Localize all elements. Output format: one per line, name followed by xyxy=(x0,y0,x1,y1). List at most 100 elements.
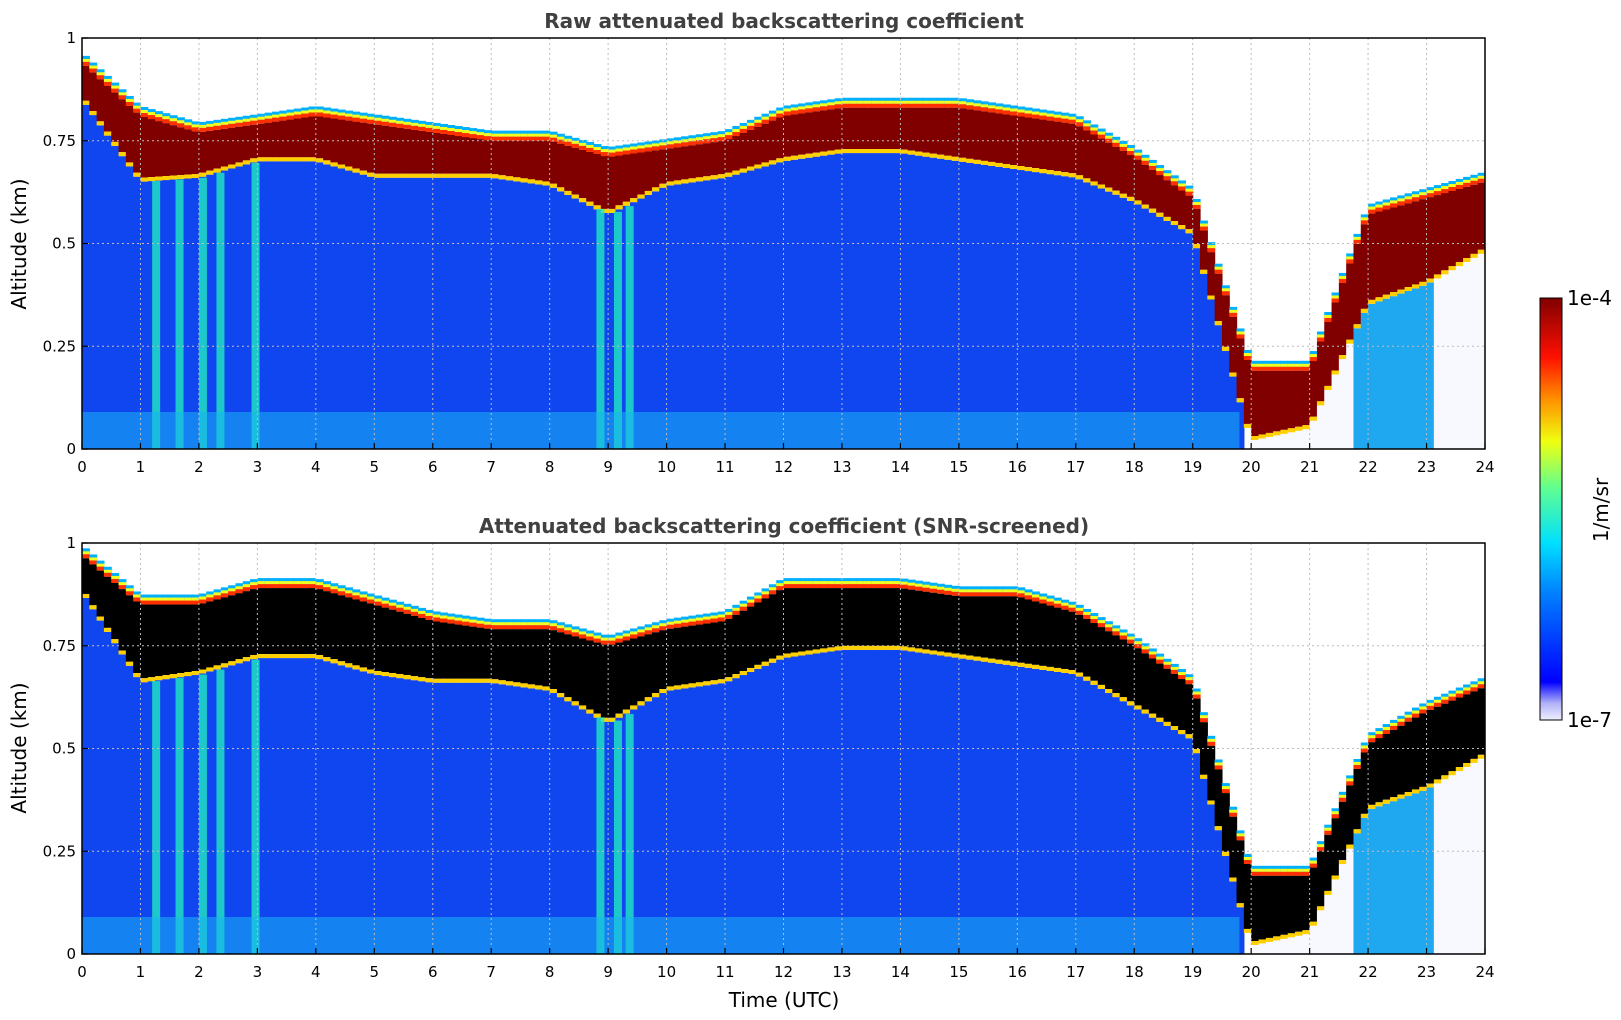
cloud-fringe xyxy=(746,166,755,171)
cloud-fringe xyxy=(432,125,441,129)
cloud-fringe xyxy=(440,618,448,623)
signal-column xyxy=(1411,793,1420,954)
cloud-fringe xyxy=(790,584,799,589)
cloud-fringe xyxy=(586,147,595,152)
signal-column xyxy=(1185,738,1194,954)
signal-column xyxy=(695,686,704,954)
cloud-fringe xyxy=(1433,702,1442,707)
cloud-fringe xyxy=(1236,836,1245,841)
cloud-fringe xyxy=(176,597,185,601)
cloud-core xyxy=(469,138,478,174)
cloud-core xyxy=(286,119,295,158)
cloud-fringe xyxy=(323,113,332,118)
signal-column xyxy=(600,721,609,954)
cloud-fringe xyxy=(893,149,902,154)
signal-column xyxy=(1251,945,1260,954)
cloud-fringe xyxy=(1170,221,1179,226)
cloud-fringe xyxy=(1207,800,1216,805)
cloud-core xyxy=(1273,875,1281,937)
signal-column xyxy=(374,675,383,954)
cloud-core xyxy=(878,588,887,646)
signal-column xyxy=(1090,185,1099,449)
cloud-fringe xyxy=(812,152,821,157)
signal-column xyxy=(96,620,105,954)
cloud-fringe xyxy=(1229,812,1238,817)
cloud-fringe xyxy=(644,630,653,635)
cloud-fringe xyxy=(257,119,266,124)
cloud-core xyxy=(125,595,134,662)
cloud-fringe xyxy=(812,649,821,654)
cloud-fringe xyxy=(1280,868,1289,872)
cloud-fringe xyxy=(1126,196,1135,201)
cloud-fringe xyxy=(1090,181,1099,186)
cloud-core xyxy=(198,131,207,173)
cloud-fringe xyxy=(103,81,112,86)
cloud-fringe xyxy=(1397,198,1406,202)
cloud-fringe xyxy=(1156,659,1165,664)
cloud-fringe xyxy=(176,120,185,124)
cloud-fringe xyxy=(1441,189,1450,194)
cloud-fringe xyxy=(878,103,887,108)
cloud-core xyxy=(1346,785,1355,845)
cloud-core xyxy=(1346,263,1355,340)
cloud-core xyxy=(1397,725,1406,795)
signal-column xyxy=(491,683,500,954)
cloud-fringe xyxy=(1178,183,1187,187)
cloud-fringe xyxy=(944,590,953,595)
signal-column xyxy=(82,597,90,954)
signal-column xyxy=(1075,676,1084,954)
cloud-fringe xyxy=(1368,299,1376,304)
cloud-core xyxy=(1148,169,1157,209)
cloud-fringe xyxy=(505,136,514,141)
cloud-fringe xyxy=(966,105,975,110)
x-tick-label: 18 xyxy=(1125,963,1144,981)
cloud-fringe xyxy=(1273,871,1281,876)
cloud-core xyxy=(147,119,156,178)
cloud-fringe xyxy=(315,112,324,117)
cloud-core xyxy=(717,621,726,680)
signal-column xyxy=(980,164,989,449)
cloud-fringe xyxy=(973,103,982,107)
signal-column xyxy=(498,684,507,954)
cloud-fringe xyxy=(330,114,339,119)
signal-column xyxy=(586,205,595,449)
signal-column xyxy=(483,682,492,954)
cloud-fringe xyxy=(250,120,258,125)
signal-column xyxy=(133,176,142,449)
cloud-fringe xyxy=(556,628,565,633)
cloud-fringe xyxy=(1426,702,1435,706)
cloud-fringe xyxy=(783,581,792,585)
cloud-core xyxy=(1017,597,1026,663)
cloud-core xyxy=(907,589,916,648)
cloud-fringe xyxy=(454,173,463,178)
cloud-fringe xyxy=(871,581,880,585)
cloud-fringe xyxy=(1017,662,1026,667)
cloud-fringe xyxy=(1433,699,1442,703)
cloud-core xyxy=(556,143,565,188)
cloud-fringe xyxy=(111,578,120,583)
signal-column xyxy=(1346,848,1355,954)
cloud-fringe xyxy=(1119,697,1128,702)
cloud-core xyxy=(220,597,229,664)
cloud-core xyxy=(1192,208,1201,245)
signal-column xyxy=(271,161,280,449)
cloud-fringe xyxy=(403,606,412,610)
cloud-fringe xyxy=(739,125,748,129)
cloud-core xyxy=(513,629,522,683)
cloud-core xyxy=(96,79,105,122)
signal-column xyxy=(1221,350,1230,449)
cloud-core xyxy=(520,629,529,684)
cloud-fringe xyxy=(96,75,105,80)
cloud-core xyxy=(242,591,251,658)
cloud-fringe xyxy=(929,100,938,104)
signal-column xyxy=(746,671,755,954)
cloud-fringe xyxy=(556,136,565,140)
signal-column xyxy=(673,184,682,449)
signal-column xyxy=(1192,753,1201,954)
signal-column xyxy=(1046,670,1055,954)
signal-column xyxy=(1309,925,1318,954)
cloud-fringe xyxy=(651,693,660,698)
cloud-fringe xyxy=(1375,734,1384,739)
cloud-fringe xyxy=(1097,131,1106,135)
cloud-fringe xyxy=(571,140,580,144)
